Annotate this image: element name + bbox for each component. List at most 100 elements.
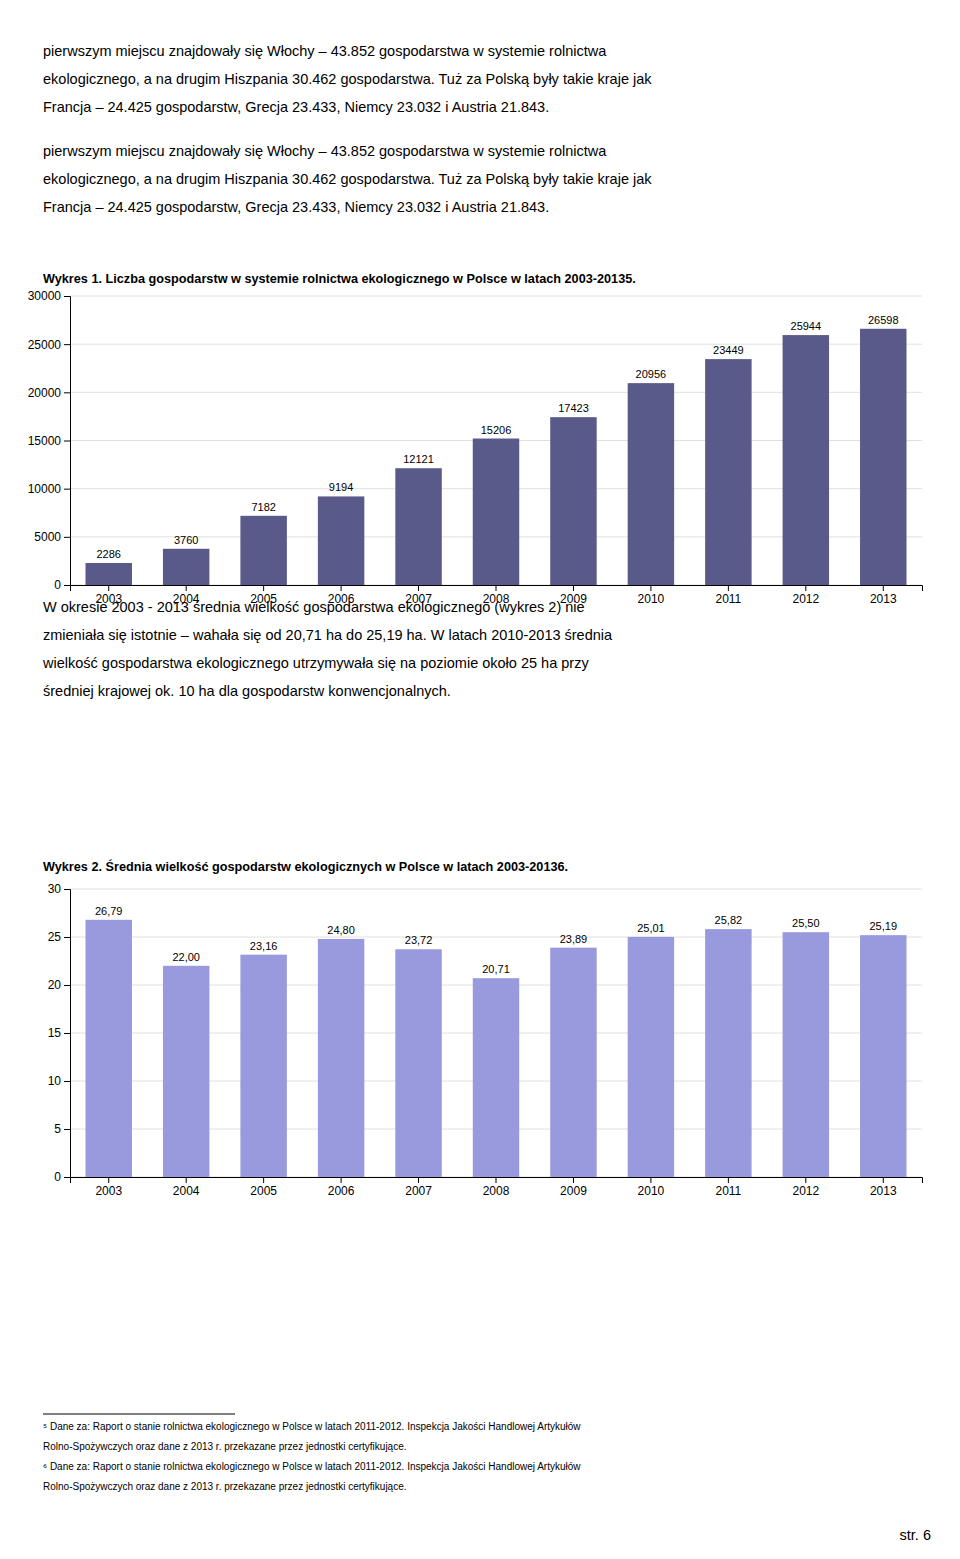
tick-label: 2007 bbox=[405, 1184, 432, 1198]
grid-line bbox=[70, 889, 922, 890]
tick: 2013 bbox=[870, 1177, 897, 1198]
data-label: 9194 bbox=[329, 481, 353, 493]
tick-mark bbox=[418, 585, 419, 591]
data-label: 12121 bbox=[403, 453, 434, 465]
data-label: 15206 bbox=[481, 424, 512, 436]
page-number: str. 6 bbox=[900, 1527, 931, 1543]
data-label: 25,01 bbox=[637, 922, 665, 934]
tick-label: 20000 bbox=[28, 386, 62, 400]
bars bbox=[85, 329, 906, 585]
tick: 2012 bbox=[792, 1177, 819, 1198]
tick-label: 2010 bbox=[638, 1184, 665, 1198]
x-axis: 2003200420052006200720082009201020112012… bbox=[71, 585, 923, 606]
tick-label: 2011 bbox=[715, 1184, 741, 1198]
tick-label: 30 bbox=[48, 882, 62, 896]
tick-label: 0 bbox=[54, 578, 61, 592]
tick-mark bbox=[64, 537, 70, 538]
tick-mark bbox=[64, 489, 70, 490]
tick-mark bbox=[263, 1177, 264, 1183]
tick: 2010 bbox=[638, 585, 665, 606]
body-text: ekologicznego, a na drugim Hiszpania 30.… bbox=[43, 71, 652, 87]
body-text: zmieniała się istotnie – wahała się od 2… bbox=[43, 627, 613, 643]
tick-mark bbox=[108, 1177, 109, 1183]
data-labels: 26,7922,0023,1624,8023,7220,7123,8925,01… bbox=[95, 905, 897, 975]
tick-label: 5000 bbox=[34, 530, 61, 544]
tick-label: 2010 bbox=[638, 592, 665, 606]
bar bbox=[628, 937, 674, 1177]
tick-label: 2003 bbox=[95, 1184, 122, 1198]
chart-title: Wykres 1. Liczba gospodarstw w systemie … bbox=[43, 272, 636, 286]
tick: 2010 bbox=[638, 1177, 665, 1198]
tick: 2003 bbox=[95, 1177, 122, 1198]
axis-line bbox=[71, 586, 923, 592]
bar bbox=[628, 383, 674, 585]
tick-mark bbox=[496, 585, 497, 591]
body-text: wielkość gospodarstwa ekologicznego utrz… bbox=[42, 655, 589, 671]
tick: 2009 bbox=[560, 1177, 587, 1198]
tick-label: 2006 bbox=[328, 1184, 355, 1198]
tick-mark bbox=[64, 937, 70, 938]
tick-label: 2004 bbox=[173, 1184, 200, 1198]
tick-mark bbox=[650, 1177, 651, 1183]
bar bbox=[473, 978, 519, 1177]
tick-mark bbox=[496, 1177, 497, 1183]
data-label: 20956 bbox=[636, 368, 667, 380]
bar bbox=[783, 335, 829, 585]
tick-label: 20 bbox=[48, 978, 62, 992]
tick-label: 15000 bbox=[28, 434, 62, 448]
tick: 0 bbox=[54, 1170, 70, 1184]
tick-label: 2012 bbox=[792, 592, 819, 606]
bar bbox=[473, 439, 519, 585]
bar bbox=[550, 948, 596, 1177]
bar bbox=[318, 496, 364, 585]
tick-label: 10 bbox=[48, 1074, 62, 1088]
tick: 2009 bbox=[560, 585, 587, 606]
tick-label: 2004 bbox=[173, 592, 200, 606]
tick: 10000 bbox=[28, 482, 70, 496]
axis-line bbox=[64, 890, 71, 1178]
tick-mark bbox=[341, 585, 342, 591]
tick: 0 bbox=[54, 578, 70, 592]
tick: 2006 bbox=[328, 585, 355, 606]
tick-mark bbox=[805, 585, 806, 591]
tick-label: 2008 bbox=[483, 1184, 510, 1198]
tick: 30 bbox=[48, 882, 70, 896]
grid bbox=[70, 296, 922, 585]
tick-mark bbox=[64, 1033, 70, 1034]
data-label: 23,89 bbox=[560, 933, 588, 945]
tick: 2006 bbox=[328, 1177, 355, 1198]
data-label: 25,19 bbox=[870, 920, 898, 932]
tick: 25000 bbox=[28, 338, 70, 352]
tick-mark bbox=[64, 296, 70, 297]
footnote-rule bbox=[43, 1414, 235, 1415]
tick-mark bbox=[64, 1129, 70, 1130]
data-label: 25,50 bbox=[792, 917, 820, 929]
bar bbox=[395, 949, 441, 1177]
tick: 15000 bbox=[28, 434, 70, 448]
data-label: 22,00 bbox=[172, 951, 200, 963]
tick: 5000 bbox=[34, 530, 70, 544]
tick-label: 2013 bbox=[870, 1184, 897, 1198]
data-label: 2286 bbox=[96, 548, 120, 560]
body-text: Francja – 24.425 gospodarstw, Grecja 23.… bbox=[43, 199, 549, 215]
tick: 2007 bbox=[405, 585, 432, 606]
bar bbox=[860, 329, 906, 585]
data-label: 26598 bbox=[868, 314, 899, 326]
tick: 2012 bbox=[792, 585, 819, 606]
y-axis: 0 5 10 15 20 25 30 bbox=[48, 882, 71, 1184]
tick-label: 10000 bbox=[28, 482, 62, 496]
bar bbox=[240, 955, 286, 1177]
tick-mark bbox=[64, 1081, 70, 1082]
tick-mark bbox=[64, 1177, 70, 1178]
tick: 25 bbox=[48, 930, 70, 944]
tick-label: 15 bbox=[48, 1026, 62, 1040]
axis-line bbox=[64, 297, 71, 586]
tick: 5 bbox=[54, 1122, 70, 1136]
tick: 20000 bbox=[28, 386, 70, 400]
tick-mark bbox=[805, 1177, 806, 1183]
body-text: ekologicznego, a na drugim Hiszpania 30.… bbox=[43, 171, 652, 187]
footnote: ⁵ Dane za: Raport o stanie rolnictwa eko… bbox=[43, 1421, 581, 1432]
bar bbox=[85, 563, 131, 585]
tick: 10 bbox=[48, 1074, 70, 1088]
grid-line bbox=[70, 296, 922, 297]
